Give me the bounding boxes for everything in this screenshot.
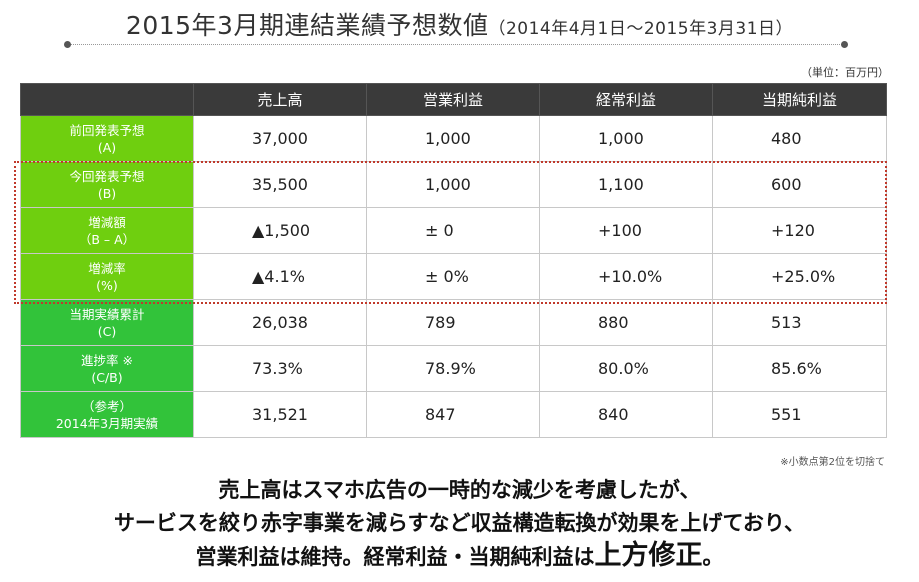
row-label: 進捗率 ※ (C/B) xyxy=(20,345,194,392)
title-divider xyxy=(64,41,848,48)
row-label-main: 増減額 xyxy=(88,214,126,230)
row-label-sub: 2014年3月期実績 xyxy=(55,415,159,431)
header-sales: 売上高 xyxy=(193,83,367,116)
table-cell: 80.0% xyxy=(539,345,713,392)
row-label-main: 今回発表予想 xyxy=(69,168,145,184)
table-row: （参考） 2014年3月期実績 31,521 847 840 551 xyxy=(20,391,887,438)
row-label-sub: (C/B) xyxy=(91,369,123,385)
table-cell: 551 xyxy=(712,391,887,438)
page-title: 2015年3月期連結業績予想数値（2014年4月1日～2015年3月31日） xyxy=(0,6,919,42)
table-cell: 35,500 xyxy=(193,161,367,208)
row-label-main: 増減率 xyxy=(88,260,126,276)
table-cell: +10.0% xyxy=(539,253,713,300)
row-label-main: 当期実績累計 xyxy=(69,306,145,322)
table-cell: 880 xyxy=(539,299,713,346)
table-cell: ▲4.1% xyxy=(193,253,367,300)
row-label-main: （参考） xyxy=(81,398,132,414)
table-cell: 1,100 xyxy=(539,161,713,208)
table-cell: ± 0% xyxy=(366,253,540,300)
table-body: 前回発表予想 (A) 37,000 1,000 1,000 480 今回発表予想 (B) 35,… xyxy=(20,115,887,438)
table-row: 進捗率 ※ (C/B) 73.3% 78.9% 80.0% 85.6% xyxy=(20,345,887,392)
table-cell: 73.3% xyxy=(193,345,367,392)
row-label-sub: （B – A） xyxy=(78,231,136,247)
table-row: 増減額 （B – A） ▲1,500 ± 0 +100 +120 xyxy=(20,207,887,254)
table-cell: +120 xyxy=(712,207,887,254)
table-cell: 840 xyxy=(539,391,713,438)
row-label: 増減額 （B – A） xyxy=(20,207,194,254)
table-cell: 1,000 xyxy=(539,115,713,162)
table-cell: 85.6% xyxy=(712,345,887,392)
row-label-sub: (A) xyxy=(97,139,117,155)
title-main: 2015年3月期連結業績予想数値 xyxy=(125,11,489,40)
divider-dot-right xyxy=(841,41,848,48)
table-row: 当期実績累計 (C) 26,038 789 880 513 xyxy=(20,299,887,346)
table-cell: 1,000 xyxy=(366,161,540,208)
row-label: 今回発表予想 (B) xyxy=(20,161,194,208)
header-ordinary-profit: 経常利益 xyxy=(539,83,713,116)
table-cell: ▲1,500 xyxy=(193,207,367,254)
row-label: （参考） 2014年3月期実績 xyxy=(20,391,194,438)
row-label-sub: (B) xyxy=(97,185,117,201)
row-label: 当期実績累計 (C) xyxy=(20,299,194,346)
unit-label: （単位：百万円） xyxy=(801,66,889,79)
divider-dot-left xyxy=(64,41,71,48)
table-cell: +100 xyxy=(539,207,713,254)
table-cell: 1,000 xyxy=(366,115,540,162)
table-cell: 513 xyxy=(712,299,887,346)
table-header-row: 売上高 営業利益 経常利益 当期純利益 xyxy=(20,83,887,116)
message-line-3-a: 営業利益は維持。経常利益・当期純利益は xyxy=(195,545,595,569)
title-period: （2014年4月1日～2015年3月31日） xyxy=(488,19,794,39)
table-cell: 847 xyxy=(366,391,540,438)
table-cell: 600 xyxy=(712,161,887,208)
table-cell: 78.9% xyxy=(366,345,540,392)
table-cell: ± 0 xyxy=(366,207,540,254)
message-line-2: サービスを絞り赤字事業を減らすなど収益構造転換が効果を上げており、 xyxy=(113,511,806,535)
table-cell: 31,521 xyxy=(193,391,367,438)
row-label: 前回発表予想 (A) xyxy=(20,115,194,162)
table-cell: 26,038 xyxy=(193,299,367,346)
row-label-sub: (C) xyxy=(97,323,117,339)
message-emphasis: 上方修正 xyxy=(594,540,703,571)
table-row: 今回発表予想 (B) 35,500 1,000 1,100 600 xyxy=(20,161,887,208)
row-label-main: 前回発表予想 xyxy=(69,122,145,138)
table-cell: 37,000 xyxy=(193,115,367,162)
message-line-3: 営業利益は維持。経常利益・当期純利益は上方修正。 xyxy=(0,540,919,573)
table-cell: 789 xyxy=(366,299,540,346)
row-label: 増減率 (%) xyxy=(20,253,194,300)
table-row: 前回発表予想 (A) 37,000 1,000 1,000 480 xyxy=(20,115,887,162)
message-line-3-c: 。 xyxy=(702,545,724,569)
table-cell: 480 xyxy=(712,115,887,162)
header-operating-profit: 営業利益 xyxy=(366,83,540,116)
forecast-table: 売上高 営業利益 経常利益 当期純利益 前回発表予想 (A) 37,000 1,000… xyxy=(20,83,887,438)
row-label-sub: (%) xyxy=(96,277,118,293)
table-row: 増減率 (%) ▲4.1% ± 0% +10.0% +25.0% xyxy=(20,253,887,300)
table-cell: +25.0% xyxy=(712,253,887,300)
footnote: ※小数点第2位を切捨て xyxy=(780,457,885,468)
header-corner xyxy=(20,83,194,116)
row-label-main: 進捗率 ※ xyxy=(81,352,133,368)
header-net-profit: 当期純利益 xyxy=(712,83,887,116)
message-line-1: 売上高はスマホ広告の一時的な減少を考慮したが、 xyxy=(218,478,701,502)
